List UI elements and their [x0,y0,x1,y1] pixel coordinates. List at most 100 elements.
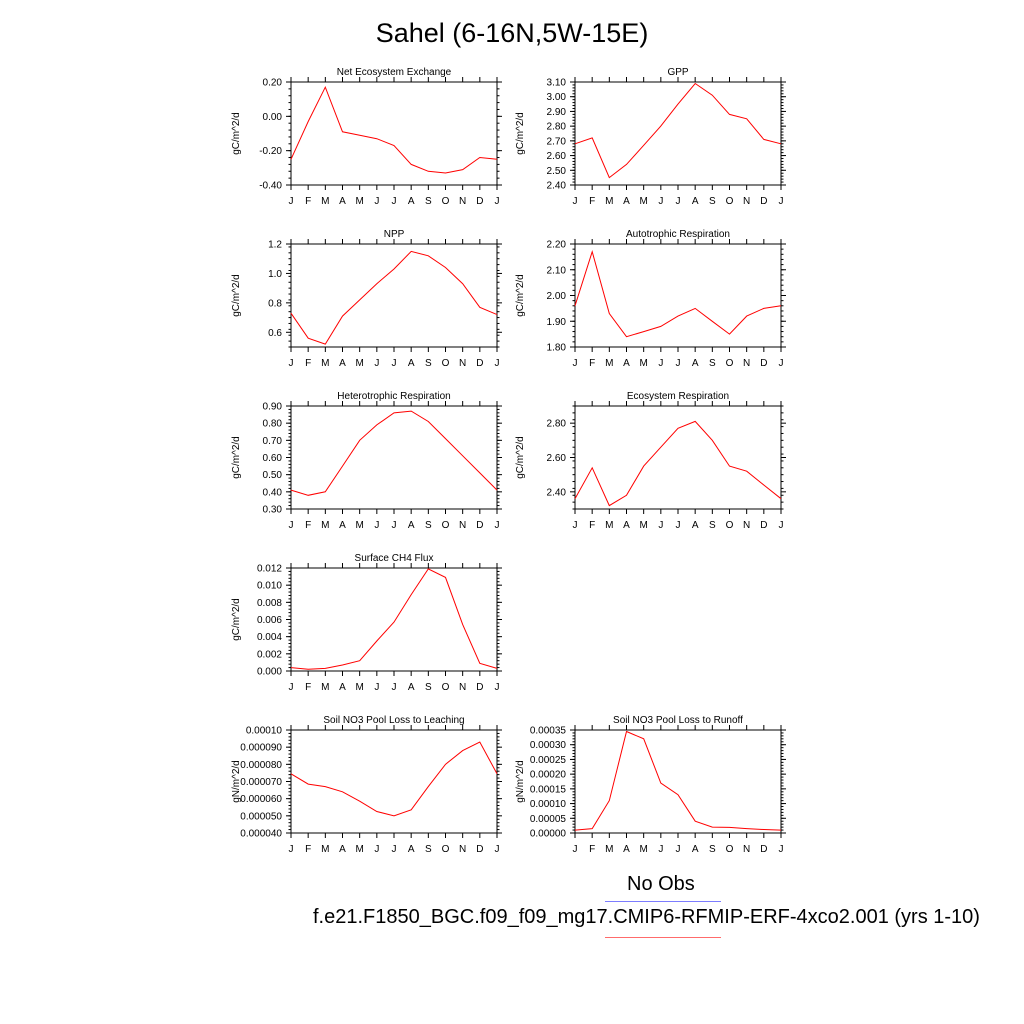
panel-title: Surface CH4 Flux [355,553,434,564]
x-tick-label: S [709,520,716,531]
x-tick-label: M [321,682,329,693]
x-tick-label: A [408,196,415,207]
y-tick-label: 2.60 [547,151,567,162]
x-tick-label: D [476,844,483,855]
y-tick-label: 0.006 [257,615,282,626]
x-tick-label: O [442,358,450,369]
y-axis-label: gC/m^2/d [515,274,526,317]
y-tick-label: 2.70 [547,136,567,147]
x-tick-label: J [573,844,578,855]
y-axis-label: gC/m^2/d [231,436,242,479]
x-tick-label: M [355,358,363,369]
panel-5: Heterotrophic Respiration gC/m^2/d 0.30 0.4… [231,391,502,531]
y-tick-label: 0.00010 [246,726,283,737]
x-tick-label: M [355,682,363,693]
x-tick-label: M [639,844,647,855]
x-tick-label: F [305,196,311,207]
x-tick-label: A [339,844,346,855]
x-tick-label: J [374,196,379,207]
x-tick-label: F [305,844,311,855]
plot-frame [574,243,782,348]
x-tick-label: M [321,196,329,207]
y-tick-label: 2.60 [547,453,567,464]
x-tick-label: M [605,358,613,369]
x-tick-label: J [495,520,500,531]
y-tick-label: 0.00 [263,112,283,123]
x-tick-label: O [726,358,734,369]
x-tick-label: M [355,520,363,531]
y-tick-label: 2.40 [547,487,567,498]
y-tick-label: 0.000090 [240,743,282,754]
x-tick-label: N [459,520,466,531]
panel-6: Ecosystem Respiration gC/m^2/d 2.40 2.60 2.8… [515,391,786,531]
panel-title: Net Ecosystem Exchange [337,67,452,78]
x-tick-label: D [760,520,767,531]
y-tick-label: -0.20 [259,146,282,157]
y-tick-label: 0.00020 [530,770,567,781]
x-tick-label: O [442,682,450,693]
x-tick-label: J [573,520,578,531]
figure-title: Sahel (6-16N,5W-15E) [375,18,649,48]
x-tick-label: J [289,358,294,369]
y-tick-label: 0.002 [257,649,282,660]
x-tick-label: J [289,520,294,531]
x-tick-label: S [425,358,432,369]
x-tick-label: J [573,196,578,207]
x-tick-label: F [305,682,311,693]
plot-frame [290,405,498,510]
y-tick-label: 0.00010 [530,799,567,810]
x-tick-label: M [639,358,647,369]
x-tick-label: J [374,682,379,693]
series-line [574,420,782,507]
x-tick-label: N [459,358,466,369]
x-tick-label: F [589,196,595,207]
y-axis-label: gC/m^2/d [515,436,526,479]
x-tick-label: J [676,844,681,855]
y-tick-label: 0.20 [263,78,283,89]
x-tick-label: A [692,844,699,855]
y-tick-label: 0.008 [257,598,282,609]
x-tick-label: J [495,196,500,207]
x-tick-label: J [374,520,379,531]
x-tick-label: A [623,520,630,531]
panel-8: Soil NO3 Pool Loss to LeachinggN/m^2/d0.… [231,715,502,855]
legend-obs-label: No Obs [627,873,695,895]
y-tick-label: 0.000080 [240,760,282,771]
x-tick-label: J [392,844,397,855]
x-tick-label: J [779,844,784,855]
panel-title: NPP [384,229,405,240]
y-tick-label: 1.80 [547,343,567,354]
y-tick-label: 0.00005 [530,814,567,825]
y-tick-label: 0.00030 [530,740,567,751]
x-tick-label: N [743,844,750,855]
x-tick-label: S [709,358,716,369]
y-tick-label: 0.80 [263,419,283,430]
x-tick-label: S [425,520,432,531]
y-axis-label: gN/m^2/d [231,760,242,803]
x-tick-label: J [676,196,681,207]
plot-frame [290,567,498,672]
x-tick-label: M [639,196,647,207]
series-line [574,249,782,338]
series-line [290,410,498,496]
x-tick-label: M [355,844,363,855]
x-tick-label: M [355,196,363,207]
y-tick-label: 0.000050 [240,811,282,822]
legend-case-label: f.e21.F1850_BGC.f09_f09_mg17.CMIP6-RFMIP… [313,906,980,928]
y-tick-label: 2.90 [547,107,567,118]
x-tick-label: F [589,358,595,369]
y-tick-label: 2.20 [547,240,567,251]
x-tick-label: J [392,520,397,531]
x-tick-label: J [495,358,500,369]
y-axis-label: gC/m^2/d [231,274,242,317]
panel-title: Heterotrophic Respiration [337,391,450,402]
y-tick-label: 0.70 [263,436,283,447]
x-tick-label: D [760,358,767,369]
x-tick-label: N [743,358,750,369]
plot-frame [290,729,498,834]
x-tick-label: J [779,520,784,531]
y-tick-label: 2.40 [547,181,567,192]
x-tick-label: A [623,196,630,207]
x-tick-label: F [589,520,595,531]
